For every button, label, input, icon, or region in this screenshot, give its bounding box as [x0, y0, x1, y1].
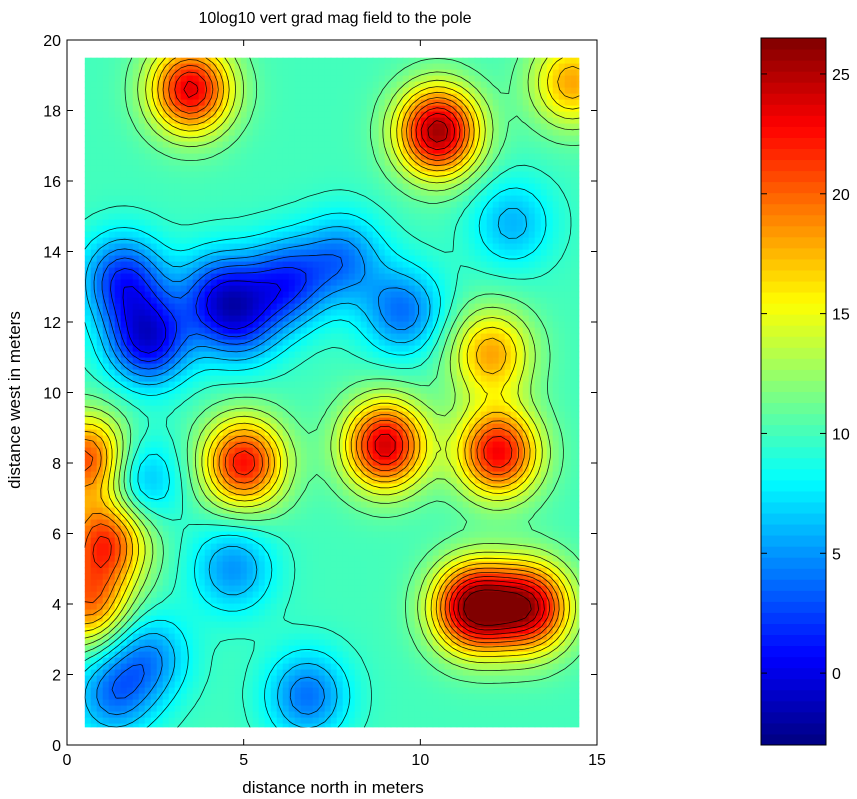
y-tick-label: 14: [43, 245, 61, 262]
y-tick-label: 20: [43, 33, 61, 50]
y-tick-label: 10: [43, 386, 61, 403]
y-tick-label: 2: [52, 668, 61, 685]
x-tick-label: 15: [588, 752, 606, 769]
x-axis: 0 5 10 15: [63, 40, 606, 769]
x-tick-label: 10: [411, 752, 429, 769]
colorbar-tick-label: 20: [832, 187, 850, 204]
chart-title: 10log10 vert grad mag field to the pole: [198, 10, 471, 27]
y-tick-label: 18: [43, 104, 61, 121]
colorbar-tick-label: 25: [832, 67, 850, 84]
colorbar-tick-label: 0: [832, 666, 841, 683]
colorbar: 0 5 10 15 20 25: [760, 37, 850, 746]
contour-path: [84, 57, 580, 728]
x-tick-label: 5: [239, 752, 248, 769]
colorbar-tick-label: 10: [832, 426, 850, 443]
colorbar-ticks: 0 5 10 15 20 25: [761, 67, 850, 683]
x-tick-label: 0: [63, 752, 72, 769]
colorbar-frame: [760, 37, 827, 746]
colorbar-gradient: [761, 38, 826, 746]
y-axis: 0 2 4 6 8 10 12 14 16 18 20: [43, 33, 597, 755]
y-axis-label: distance west in meters: [5, 311, 24, 489]
x-axis-label: distance north in meters: [242, 778, 423, 797]
y-tick-label: 4: [52, 597, 61, 614]
colorbar-tick-label: 15: [832, 307, 850, 324]
contour-lines: [84, 57, 580, 728]
y-tick-label: 16: [43, 174, 61, 191]
plot-area: [66, 39, 598, 746]
y-tick-label: 12: [43, 315, 61, 332]
colorbar-tick-label: 5: [832, 546, 841, 563]
y-tick-label: 6: [52, 527, 61, 544]
y-tick-label: 8: [52, 456, 61, 473]
y-tick-label: 0: [52, 738, 61, 755]
